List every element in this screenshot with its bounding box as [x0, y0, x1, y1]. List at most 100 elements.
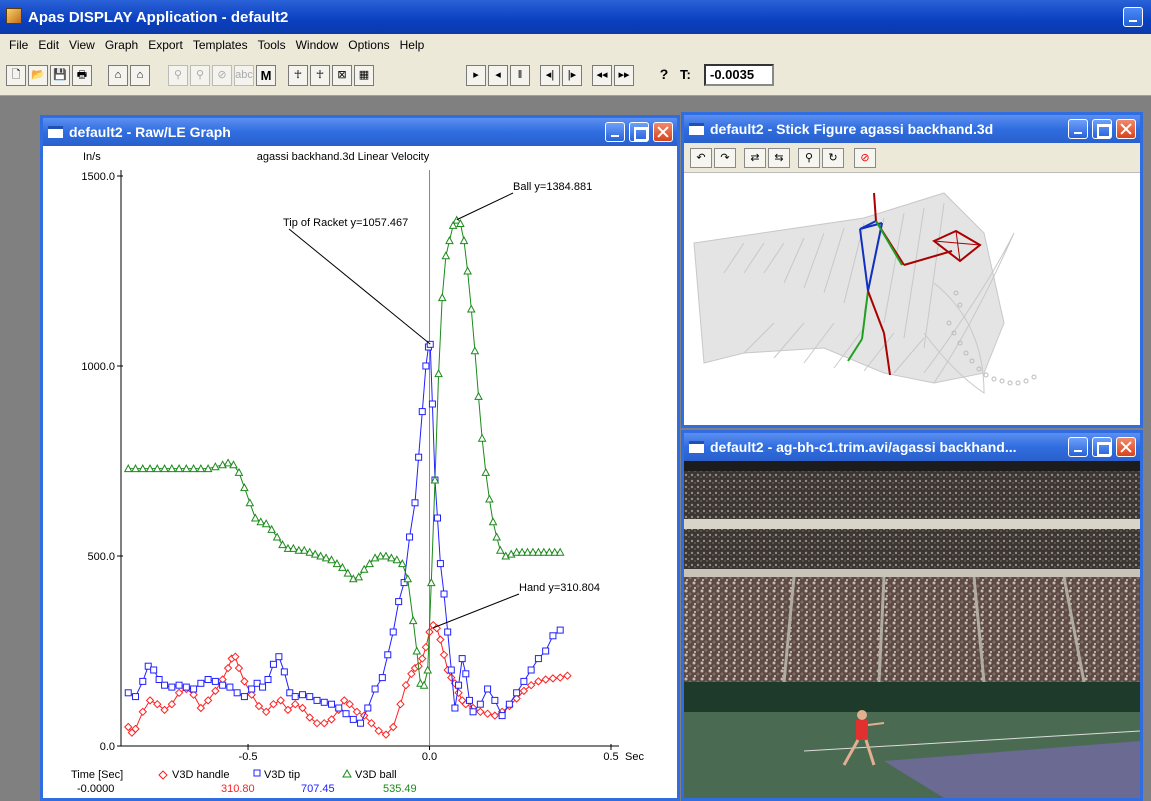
close-button[interactable]	[1116, 437, 1136, 457]
ball-point	[138, 464, 148, 473]
handle-point	[548, 674, 558, 683]
close-button[interactable]	[653, 122, 673, 142]
menu-file[interactable]: File	[9, 38, 29, 52]
close-button[interactable]	[1116, 119, 1136, 139]
handle-point	[401, 680, 411, 690]
menu-tools[interactable]: Tools	[257, 38, 286, 52]
video-frame[interactable]	[684, 461, 1140, 798]
abc-icon[interactable]: abc	[234, 65, 254, 86]
video-window-titlebar[interactable]: default2 - ag-bh-c1.trim.avi/agassi back…	[684, 433, 1140, 461]
maximize-button[interactable]	[629, 122, 649, 142]
legend-tip-marker	[253, 769, 261, 777]
app-minimize-button[interactable]	[1123, 7, 1143, 27]
tip-point	[175, 681, 183, 689]
handle-point	[153, 699, 162, 709]
menu-graph[interactable]: Graph	[104, 38, 139, 52]
ball-point	[234, 467, 244, 476]
step-forward-icon[interactable]: |▸	[562, 65, 582, 86]
tip-point	[320, 698, 328, 706]
folder-a-icon[interactable]: ⌂	[108, 65, 128, 86]
menu-edit[interactable]: Edit	[38, 38, 60, 52]
help-icon[interactable]: ?	[659, 66, 669, 82]
ball-point	[488, 517, 498, 526]
menu-options[interactable]: Options	[348, 38, 390, 52]
minimize-button[interactable]	[1068, 437, 1088, 457]
table-icon[interactable]: ▦	[354, 65, 374, 86]
step-back-icon[interactable]: ◂|	[540, 65, 560, 86]
fast-forward-icon[interactable]: ▸▸	[614, 65, 634, 86]
pause-icon[interactable]: ‖	[510, 65, 530, 86]
ball-point	[387, 553, 396, 562]
print-icon[interactable]: 🖶	[72, 65, 92, 86]
handle-point	[283, 705, 293, 715]
legend-handle-label: V3D handle	[172, 769, 230, 781]
menu-templates[interactable]: Templates	[192, 38, 248, 52]
play-icon[interactable]: ▸	[466, 65, 486, 86]
ball-point	[332, 559, 342, 568]
graph-window-titlebar[interactable]: default2 - Raw/LE Graph	[43, 118, 677, 146]
stick-window-titlebar[interactable]: default2 - Stick Figure agassi backhand.…	[684, 115, 1140, 143]
tip-point	[264, 676, 272, 683]
handle-point	[439, 650, 449, 660]
ball-point	[426, 578, 436, 587]
figure-b-icon[interactable]: ☥	[310, 65, 330, 86]
ball-point	[211, 462, 220, 471]
zoom-in-icon[interactable]: ⚲	[168, 65, 188, 86]
minimize-button[interactable]	[1068, 119, 1088, 139]
ball-point	[392, 555, 402, 564]
rotate-left-icon[interactable]: ⇄	[744, 148, 766, 168]
ball-point	[278, 540, 287, 549]
tip-point	[275, 653, 283, 661]
ball-point	[272, 532, 282, 541]
ball-point	[316, 551, 325, 560]
handle-point	[490, 711, 500, 720]
time-field[interactable]: -0.0035	[704, 64, 774, 86]
handle-point	[418, 654, 427, 663]
maximize-button[interactable]	[1092, 437, 1112, 457]
m-icon[interactable]: M	[256, 65, 276, 86]
app-title: Apas DISPLAY Application - default2	[28, 8, 289, 26]
rotate-right-icon[interactable]: ⇆	[768, 148, 790, 168]
new-icon[interactable]: 🗋	[6, 65, 26, 86]
tip-point	[211, 677, 219, 685]
tip-point	[434, 514, 442, 522]
zoom-out-icon[interactable]: ⚲	[190, 65, 210, 86]
menu-help[interactable]: Help	[399, 38, 425, 52]
ball-point	[283, 543, 293, 552]
tip-point	[150, 666, 158, 674]
video-window-title: default2 - ag-bh-c1.trim.avi/agassi back…	[710, 439, 1017, 455]
folder-b-icon[interactable]: ⌂	[130, 65, 150, 86]
velocity-chart[interactable]: agassi backhand.3d Linear Velocity In/s 0.…	[43, 146, 677, 798]
maximize-button[interactable]	[1092, 119, 1112, 139]
ball-point	[419, 680, 429, 689]
fast-back-icon[interactable]: ◂◂	[592, 65, 612, 86]
refresh-icon[interactable]: ↻	[822, 148, 844, 168]
ball-point	[430, 475, 440, 484]
rotate-x-icon[interactable]: ↶	[690, 148, 712, 168]
handle-point	[174, 688, 184, 698]
handle-point	[407, 669, 416, 679]
time-label: T:	[680, 67, 691, 82]
zoom-reset-icon[interactable]: ⊘	[212, 65, 232, 86]
ball-point	[267, 524, 276, 533]
stick-figure-canvas[interactable]	[684, 173, 1140, 425]
zoom-rotate-icon[interactable]: ⚲	[798, 148, 820, 168]
ball-point	[550, 547, 560, 556]
figure-a-icon[interactable]: ☥	[288, 65, 308, 86]
menu-export[interactable]: Export	[148, 38, 183, 52]
handle-point	[234, 663, 244, 673]
menu-window[interactable]: Window	[295, 38, 339, 52]
tip-point	[469, 708, 477, 716]
save-icon[interactable]: 💾	[50, 65, 70, 86]
ball-point	[305, 547, 315, 556]
tip-point	[426, 340, 434, 348]
open-icon[interactable]: 📂	[28, 65, 48, 86]
stop-icon[interactable]: ⊘	[854, 148, 876, 168]
rewind-icon[interactable]: ◂	[488, 65, 508, 86]
rotate-y-icon[interactable]: ↷	[714, 148, 736, 168]
figure-c-icon[interactable]: ⊠	[332, 65, 352, 86]
ball-point	[181, 464, 191, 473]
tip-point	[335, 704, 343, 712]
menu-view[interactable]: View	[69, 38, 95, 52]
minimize-button[interactable]	[605, 122, 625, 142]
